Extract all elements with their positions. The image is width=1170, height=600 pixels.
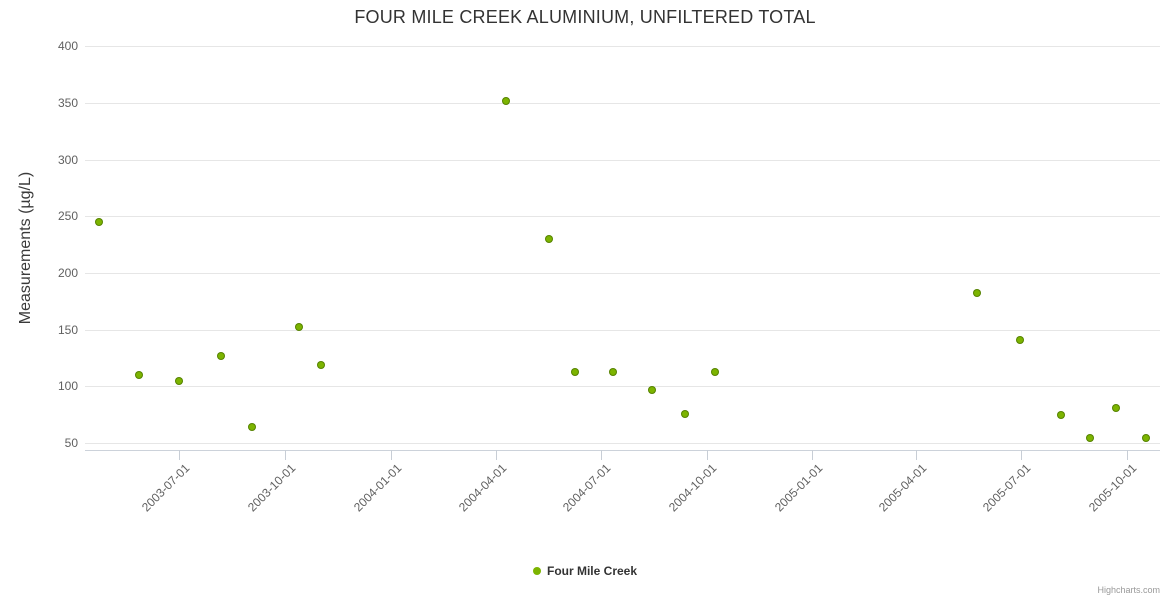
x-axis-tick [285,450,287,460]
x-axis-tick-label: 2005-10-01 [1086,461,1140,515]
x-axis-tick-label: 2005-04-01 [875,461,929,515]
y-gridline [85,443,1160,445]
legend[interactable]: Four Mile Creek [0,564,1170,578]
chart-title: FOUR MILE CREEK ALUMINIUM, UNFILTERED TO… [354,7,816,27]
data-point[interactable] [544,234,553,243]
data-point[interactable] [94,217,103,226]
x-axis-tick-label: 2005-07-01 [980,461,1034,515]
y-axis-tick-label: 300 [57,152,78,167]
x-axis-tick-label: 2004-04-01 [455,461,509,515]
x-axis-tick [812,450,814,460]
y-gridline [85,102,1160,104]
x-axis-tick [706,450,708,460]
x-axis-tick [495,450,497,460]
x-axis-tick [916,450,917,460]
x-axis-tick-label: 2004-07-01 [560,461,614,515]
x-axis-tick-label: 2004-01-01 [350,461,405,515]
data-point[interactable] [609,367,618,376]
data-point[interactable] [1057,410,1065,419]
y-axis-title: Measurements (µg/L) [17,171,34,325]
data-point[interactable] [135,371,144,380]
legend-label: Four Mile Creek [546,564,638,578]
x-axis-tick [391,450,393,460]
data-point[interactable] [571,367,580,376]
data-point[interactable] [1015,335,1024,344]
data-point[interactable] [680,409,689,418]
x-axis-tick-label: 2004-10-01 [666,461,720,515]
data-point[interactable] [973,289,981,298]
data-point[interactable] [1112,404,1121,412]
y-gridline [85,329,1160,331]
data-point[interactable] [710,367,719,376]
x-axis-tick-label: 2003-10-01 [244,461,299,515]
y-axis-tick-label: 200 [57,266,78,280]
data-point[interactable] [502,96,511,105]
data-point[interactable] [1085,433,1094,442]
y-gridline [85,216,1160,218]
y-axis-tick-label: 250 [57,209,78,224]
highcharts-credits-link[interactable]: Highcharts.com [1097,585,1160,595]
y-axis-tick-label: 50 [64,436,78,451]
x-axis-line [85,450,1160,451]
x-axis-tick [1126,450,1128,460]
y-gridline [85,46,1160,47]
x-axis-tick [600,450,602,460]
data-point[interactable] [247,423,256,432]
x-axis-tick-label: 2003-07-01 [138,461,193,515]
y-gridline [85,386,1160,388]
x-axis-tick [1020,450,1022,460]
data-point[interactable] [216,351,225,360]
y-axis-tick-label: 100 [57,379,78,394]
y-axis-tick-label: 400 [57,39,78,53]
y-axis-tick-label: 350 [57,95,78,110]
legend-marker-icon [532,567,541,575]
plot-area [85,46,1160,451]
data-point[interactable] [1142,433,1151,442]
data-point[interactable] [648,385,657,394]
y-axis-tick-label: 150 [57,322,78,337]
data-point[interactable] [175,376,184,385]
y-gridline [85,159,1160,161]
y-gridline [85,273,1160,274]
data-point[interactable] [316,360,325,369]
data-point[interactable] [295,323,304,332]
x-axis-tick [179,450,181,460]
x-axis-tick-label: 2005-01-01 [771,461,826,515]
